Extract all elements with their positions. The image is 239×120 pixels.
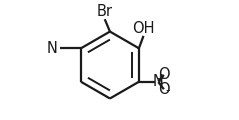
- Text: O: O: [158, 82, 170, 97]
- Text: Br: Br: [97, 4, 113, 19]
- Text: N: N: [152, 74, 163, 89]
- Text: -: -: [165, 84, 170, 97]
- Text: O: O: [158, 67, 170, 82]
- Text: OH: OH: [132, 21, 155, 36]
- Text: +: +: [156, 74, 165, 84]
- Text: N: N: [47, 41, 57, 56]
